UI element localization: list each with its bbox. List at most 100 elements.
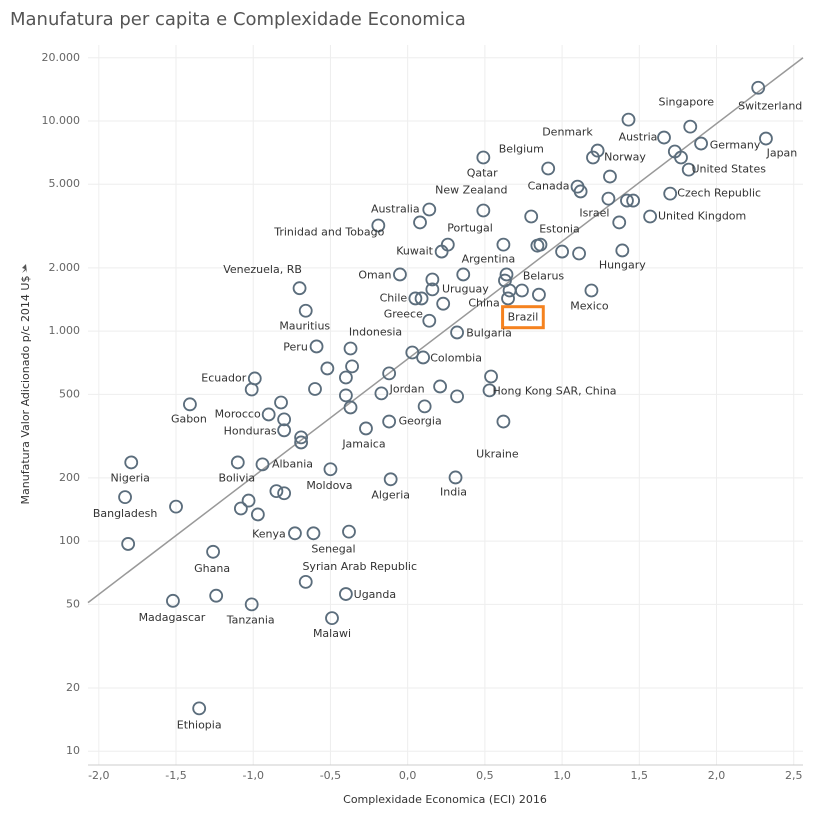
point	[277, 423, 292, 438]
point	[416, 350, 431, 365]
point-label: Nigeria	[111, 471, 150, 484]
point	[515, 283, 529, 298]
point	[383, 472, 398, 487]
point	[338, 388, 353, 403]
point	[230, 455, 245, 470]
y-tick-label: 20.000	[42, 51, 81, 64]
point-label: Denmark	[542, 126, 593, 139]
point	[448, 470, 463, 485]
point-label: Oman	[358, 268, 391, 281]
pin-icon	[22, 264, 27, 273]
point	[124, 455, 139, 470]
x-tick-label: -0,5	[320, 769, 341, 782]
point	[255, 457, 270, 472]
point	[612, 215, 627, 230]
y-tick-label: 500	[59, 387, 80, 400]
point	[532, 287, 546, 302]
point	[269, 484, 284, 499]
point	[422, 202, 437, 217]
x-tick-label: 2,0	[708, 769, 726, 782]
point	[476, 150, 491, 165]
point	[674, 150, 688, 165]
point	[292, 281, 307, 296]
point	[294, 435, 309, 450]
point-label: Venezuela, RB	[223, 263, 302, 276]
point-label: Ghana	[194, 562, 230, 575]
y-tick-label: 20	[66, 681, 80, 694]
point	[615, 243, 630, 258]
point-label: Indonesia	[349, 326, 402, 339]
y-tick-label: 50	[66, 597, 80, 610]
point	[694, 136, 708, 151]
point-label: New Zealand	[435, 183, 507, 196]
point	[371, 218, 386, 233]
point-label: Chile	[380, 291, 408, 304]
point	[501, 291, 515, 306]
point-label: Switzerland	[738, 100, 802, 113]
point	[626, 193, 641, 208]
point	[620, 193, 634, 208]
point	[209, 588, 224, 603]
point	[413, 215, 427, 230]
x-axis-title: Complexidade Economica (ECI) 2016	[343, 793, 547, 806]
point-label: Jordan	[389, 382, 425, 395]
x-tick-label: 0,0	[399, 769, 417, 782]
point-label: Norway	[604, 151, 646, 164]
point-label: Japan	[766, 147, 798, 160]
point-label: Jamaica	[341, 437, 385, 450]
point-label: Gabon	[171, 412, 207, 425]
point-label: Qatar	[467, 167, 498, 180]
point-label: Tanzania	[226, 613, 275, 626]
point	[308, 382, 322, 396]
point	[298, 303, 313, 318]
chart-title: Manufatura per capita e Complexidade Eco…	[10, 9, 466, 30]
point	[586, 150, 600, 165]
point	[298, 574, 313, 589]
point	[261, 407, 276, 422]
point	[751, 80, 766, 95]
point-label: Moldova	[306, 479, 352, 492]
point	[345, 359, 359, 374]
point-label: Hungary	[599, 258, 646, 271]
point	[274, 395, 288, 410]
point	[663, 186, 678, 201]
point	[456, 267, 471, 282]
y-tick-label: 2.000	[49, 261, 81, 274]
point-label: Mauritius	[279, 320, 330, 333]
point	[338, 587, 353, 601]
trend-line	[87, 57, 804, 604]
point	[288, 526, 302, 541]
point-label: Ukraine	[476, 448, 519, 461]
point	[323, 462, 338, 477]
point-label: Senegal	[311, 542, 355, 555]
point	[498, 273, 512, 288]
point-label: Ecuador	[201, 371, 246, 384]
point	[183, 397, 197, 412]
point-label: Belarus	[523, 269, 565, 282]
highlight-box	[501, 305, 545, 330]
point	[343, 341, 358, 356]
point-label: Trinidad and Tobago	[273, 226, 384, 239]
point-label: Israel	[579, 207, 609, 220]
point-label: United Kingdom	[658, 210, 746, 223]
point	[603, 169, 617, 184]
point	[425, 282, 440, 297]
point	[342, 524, 356, 539]
point-label: Canada	[528, 180, 570, 193]
point	[306, 526, 321, 541]
point-label: Germany	[710, 139, 761, 152]
point	[450, 325, 464, 340]
point-label: Bolivia	[218, 471, 255, 484]
point	[499, 267, 514, 282]
point	[277, 412, 292, 427]
point	[393, 267, 407, 282]
point-label: Mexico	[570, 300, 609, 313]
point	[482, 383, 497, 398]
x-tick-label: 1,0	[553, 769, 571, 782]
point-label: Bangladesh	[93, 507, 158, 520]
point-label: Hong Kong SAR, China	[492, 384, 616, 397]
point-label: Estonia	[539, 223, 580, 236]
point	[382, 414, 397, 429]
point	[496, 414, 511, 429]
